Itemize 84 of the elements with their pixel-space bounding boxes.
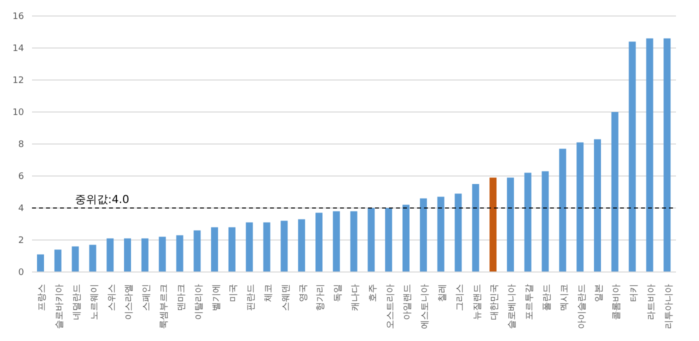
bar: [263, 222, 270, 272]
bar: [437, 196, 444, 272]
x-tick-label: 미국: [229, 284, 240, 302]
x-tick-label: 독일: [334, 284, 344, 302]
bar: [89, 244, 96, 272]
y-tick-label: 4: [18, 204, 24, 214]
y-tick-label: 14: [12, 44, 24, 54]
x-tick-label: 이스라엘: [124, 284, 135, 320]
bar: [124, 238, 132, 272]
x-tick-label: 벨기에: [212, 284, 222, 311]
y-tick-label: 10: [12, 108, 24, 118]
x-tick-label: 일본: [594, 284, 605, 302]
bar: [611, 112, 618, 272]
bar: [176, 235, 184, 272]
bar: [158, 236, 166, 272]
x-tick-label: 영국: [298, 284, 309, 302]
x-tick-label: 핀란드: [246, 284, 257, 311]
bar: [576, 142, 584, 272]
x-tick-label: 호주: [368, 284, 378, 302]
x-tick-label: 슬로베니아: [508, 284, 518, 329]
x-tick-label: 프랑스: [38, 284, 48, 311]
bar: [490, 178, 497, 272]
bar: [559, 148, 566, 272]
x-tick-label: 체코: [264, 284, 274, 302]
x-tick-label: 헝가리: [316, 284, 326, 311]
bar: [542, 171, 549, 272]
bar: [298, 219, 306, 272]
bar: [368, 208, 375, 272]
x-tick-label: 룩셈부르크: [160, 284, 170, 329]
x-tick-label: 스웨덴: [281, 284, 292, 311]
x-tick-label: 뉴질랜드: [472, 284, 483, 320]
x-tick-label: 스위스: [107, 284, 118, 311]
y-tick-label: 6: [18, 172, 24, 182]
bar: [106, 238, 114, 272]
bar: [211, 227, 218, 272]
bar: [246, 222, 253, 272]
ref-line-label: 중위값:4.0: [75, 193, 130, 206]
x-tick-label: 멕시코: [560, 284, 570, 311]
bar: [646, 38, 654, 272]
bar: [54, 250, 62, 272]
x-tick-label: 이탈리아: [194, 284, 204, 320]
bar: [628, 42, 636, 272]
bar: [228, 227, 236, 272]
bar: [664, 38, 671, 272]
bar: [72, 246, 79, 272]
x-tick-label: 네덜란드: [72, 284, 83, 320]
bar: [524, 172, 532, 272]
bar: [472, 184, 480, 272]
x-tick-label: 스페인: [142, 284, 152, 311]
x-tick-label: 아이슬란드: [577, 284, 588, 329]
bar: [385, 208, 392, 272]
bar: [194, 230, 201, 272]
x-tick-label: 노르웨이: [90, 284, 100, 320]
x-tick-label: 덴마크: [176, 284, 187, 311]
bar: [454, 194, 462, 272]
x-tick-label: 폴란드: [542, 284, 552, 311]
bar: [350, 211, 358, 272]
bar: [506, 178, 514, 272]
x-tick-label: 캐나다: [351, 284, 361, 311]
x-tick-label: 터키: [629, 284, 640, 302]
y-tick-label: 8: [18, 140, 24, 150]
bar: [315, 212, 322, 272]
y-tick-label: 12: [12, 76, 24, 86]
y-tick-label: 0: [18, 268, 24, 278]
x-tick-label: 그리스: [455, 284, 466, 311]
bar: [402, 204, 410, 272]
x-tick-label: 슬로바키아: [55, 284, 66, 329]
bar: [332, 211, 340, 272]
bar: [420, 198, 427, 272]
x-tick-label: 칠레: [438, 284, 448, 302]
bar: [280, 220, 288, 272]
x-tick-label: 대한민국: [490, 284, 500, 320]
x-tick-label: 에스토니아: [420, 284, 431, 329]
x-tick-label: 콜롬비아: [612, 284, 622, 320]
bar: [141, 238, 148, 272]
y-tick-label: 2: [18, 236, 24, 246]
x-tick-label: 포르투갈: [525, 284, 536, 320]
bar: [594, 139, 601, 272]
y-tick-label: 16: [12, 12, 24, 22]
x-tick-label: 라트비아: [646, 284, 657, 320]
x-tick-label: 리투아니아: [664, 284, 674, 329]
x-tick-label: 아일랜드: [403, 284, 414, 320]
bar: [37, 254, 44, 272]
x-tick-label: 오스트리아: [386, 284, 396, 329]
